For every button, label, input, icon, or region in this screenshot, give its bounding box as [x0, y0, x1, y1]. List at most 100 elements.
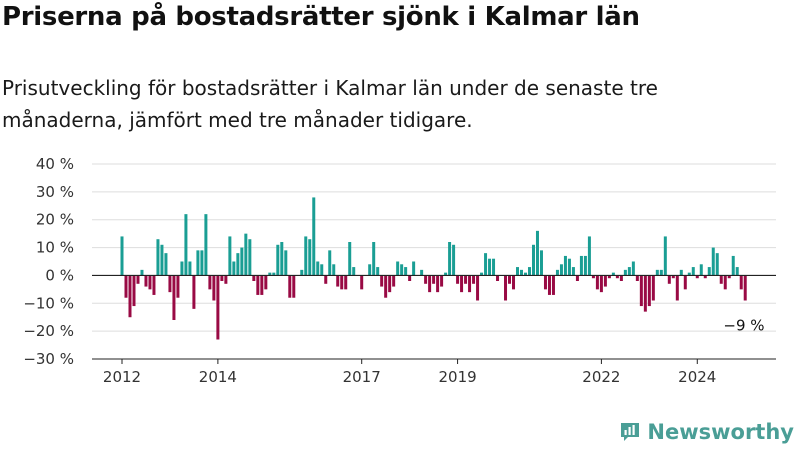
bar	[240, 247, 244, 276]
bar	[504, 275, 508, 301]
bar	[587, 236, 591, 276]
bar	[332, 264, 336, 276]
bar	[723, 275, 727, 290]
bar	[691, 267, 695, 276]
bar	[128, 275, 132, 318]
bar	[292, 275, 296, 298]
bar	[563, 255, 567, 276]
bar	[512, 275, 516, 290]
bar	[284, 250, 288, 276]
x-tick-label: 2017	[343, 368, 381, 386]
bar	[336, 275, 340, 287]
bar	[531, 244, 535, 276]
bar	[703, 275, 707, 279]
bar	[619, 275, 623, 281]
bar	[743, 275, 747, 301]
bar	[180, 261, 184, 276]
bar	[204, 214, 208, 276]
bar	[144, 275, 148, 287]
bar	[432, 275, 436, 284]
y-tick-label: −20 %	[23, 322, 74, 340]
bar	[256, 275, 260, 295]
x-tick-label: 2022	[582, 368, 620, 386]
bar	[651, 275, 655, 301]
bar	[304, 236, 308, 276]
bar	[675, 275, 679, 301]
bar	[120, 236, 124, 276]
bar	[352, 267, 356, 276]
bar	[348, 242, 352, 276]
bar	[655, 269, 659, 276]
bar	[472, 275, 476, 284]
bar	[428, 275, 432, 293]
bar	[627, 267, 631, 276]
bar	[559, 264, 563, 276]
y-tick-label: 30 %	[36, 183, 74, 201]
bar	[715, 253, 719, 276]
bar	[384, 275, 388, 298]
bar	[320, 264, 324, 276]
bar	[595, 275, 599, 290]
bar	[539, 250, 543, 276]
brand: Newsworthy	[619, 420, 794, 444]
bar	[567, 258, 571, 276]
bar	[340, 275, 344, 290]
bar	[136, 275, 140, 284]
bar	[687, 272, 691, 276]
bar	[727, 275, 731, 279]
bar	[288, 275, 292, 298]
bar	[547, 275, 551, 295]
bar	[132, 275, 136, 307]
bar	[192, 275, 196, 309]
bar	[148, 275, 152, 290]
bar	[196, 250, 200, 276]
bar	[300, 269, 304, 276]
bar	[583, 255, 587, 276]
bar	[647, 275, 651, 307]
x-tick-label: 2019	[438, 368, 476, 386]
bar	[639, 275, 643, 307]
bar	[623, 269, 627, 276]
x-tick-label: 2024	[678, 368, 716, 386]
bar	[164, 253, 168, 276]
last-value-annotation: −9 %	[723, 317, 764, 335]
bar	[184, 214, 188, 276]
bar	[424, 275, 428, 284]
bar	[376, 267, 380, 276]
bar-chart: −30 %−20 %−10 %0 %10 %20 %30 %40 % 2012 2…	[23, 155, 776, 386]
y-tick-label: 20 %	[36, 211, 74, 229]
bar	[603, 275, 607, 287]
bar	[372, 242, 376, 276]
bar	[460, 275, 464, 293]
bar	[420, 269, 424, 276]
page-subtitle: Prisutveckling för bostadsrätter i Kalma…	[2, 76, 658, 132]
bar	[579, 255, 583, 276]
bar	[176, 275, 180, 298]
bar	[452, 244, 456, 276]
bar	[679, 269, 683, 276]
bar	[575, 275, 579, 281]
bar	[232, 261, 236, 276]
bar	[667, 275, 671, 284]
newsworthy-logo-icon	[621, 423, 640, 441]
bar	[140, 269, 144, 276]
bar	[316, 261, 320, 276]
bar	[591, 275, 595, 279]
bar	[496, 275, 500, 281]
bar	[328, 250, 332, 276]
bar	[280, 242, 284, 276]
bar	[344, 275, 348, 290]
bar	[400, 264, 404, 276]
bar	[711, 247, 715, 276]
y-tick-label: 40 %	[36, 155, 74, 173]
bar	[252, 275, 256, 281]
bar	[488, 258, 492, 276]
bar	[707, 267, 711, 276]
bar	[520, 269, 523, 276]
gridlines	[92, 163, 776, 360]
bar	[236, 253, 240, 276]
bar	[555, 269, 559, 276]
bar	[268, 272, 272, 276]
bar	[659, 269, 663, 276]
bar	[324, 275, 328, 284]
